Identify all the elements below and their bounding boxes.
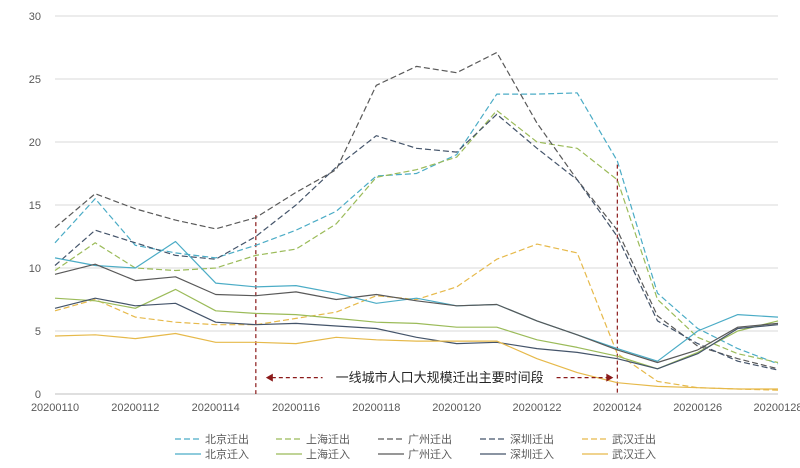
- legend-label: 武汉迁出: [612, 432, 656, 446]
- x-tick-label: 20200126: [673, 402, 722, 414]
- legend-label: 北京迁入: [205, 447, 249, 461]
- x-tick-label: 20200116: [272, 402, 320, 414]
- legend-label: 广州迁入: [408, 448, 452, 461]
- x-tick-label: 20200124: [593, 402, 642, 414]
- x-tick-label: 20200118: [352, 402, 400, 414]
- x-tick-label: 20200114: [192, 402, 240, 414]
- x-tick-label: 20200110: [31, 402, 79, 414]
- axis-layer: 0 5 10 15 20 25 30 20200110 20200112 20200114 2020…: [29, 11, 800, 414]
- series-line-4: [54, 243, 779, 391]
- y-tick-label: 10: [29, 263, 41, 275]
- legend-label: 北京迁出: [205, 432, 249, 446]
- marker-layer: [255, 164, 618, 394]
- annotation-arrowhead-left: [265, 373, 273, 382]
- y-tick-label: 20: [29, 137, 41, 149]
- series-line-0: [54, 92, 779, 365]
- y-tick-label: 0: [35, 389, 41, 401]
- y-tick-label: 25: [29, 74, 41, 86]
- y-tick-label: 30: [29, 11, 41, 23]
- annotation-arrowhead-right: [606, 373, 614, 382]
- legend-label: 深圳迁出: [510, 432, 554, 446]
- x-tick-label: 20200128: [754, 402, 800, 414]
- series-layer: [54, 51, 779, 391]
- series-line-1: [54, 109, 779, 364]
- legend-label: 武汉迁入: [612, 448, 656, 461]
- series-line-9: [54, 332, 778, 390]
- series-line-7: [54, 263, 779, 364]
- x-tick-label: 20200120: [432, 402, 481, 414]
- legend-label: 深圳迁入: [510, 448, 554, 461]
- grid-layer: [55, 15, 778, 395]
- legend-label: 上海迁入: [306, 447, 350, 461]
- annotation-layer: 一线城市人口大规模迁出主要时间段: [265, 370, 614, 386]
- legend-label: 上海迁出: [306, 432, 350, 446]
- x-tick-label: 20200112: [111, 402, 159, 414]
- y-tick-label: 5: [35, 326, 41, 338]
- y-tick-label: 15: [29, 200, 41, 212]
- x-tick-label: 20200122: [513, 402, 562, 414]
- series-line-8: [54, 297, 779, 370]
- legend-label: 广州迁出: [408, 432, 452, 446]
- series-line-3: [54, 113, 779, 371]
- series-line-2: [54, 51, 779, 370]
- series-line-5: [54, 240, 779, 362]
- annotation-text: 一线城市人口大规模迁出主要时间段: [336, 370, 544, 386]
